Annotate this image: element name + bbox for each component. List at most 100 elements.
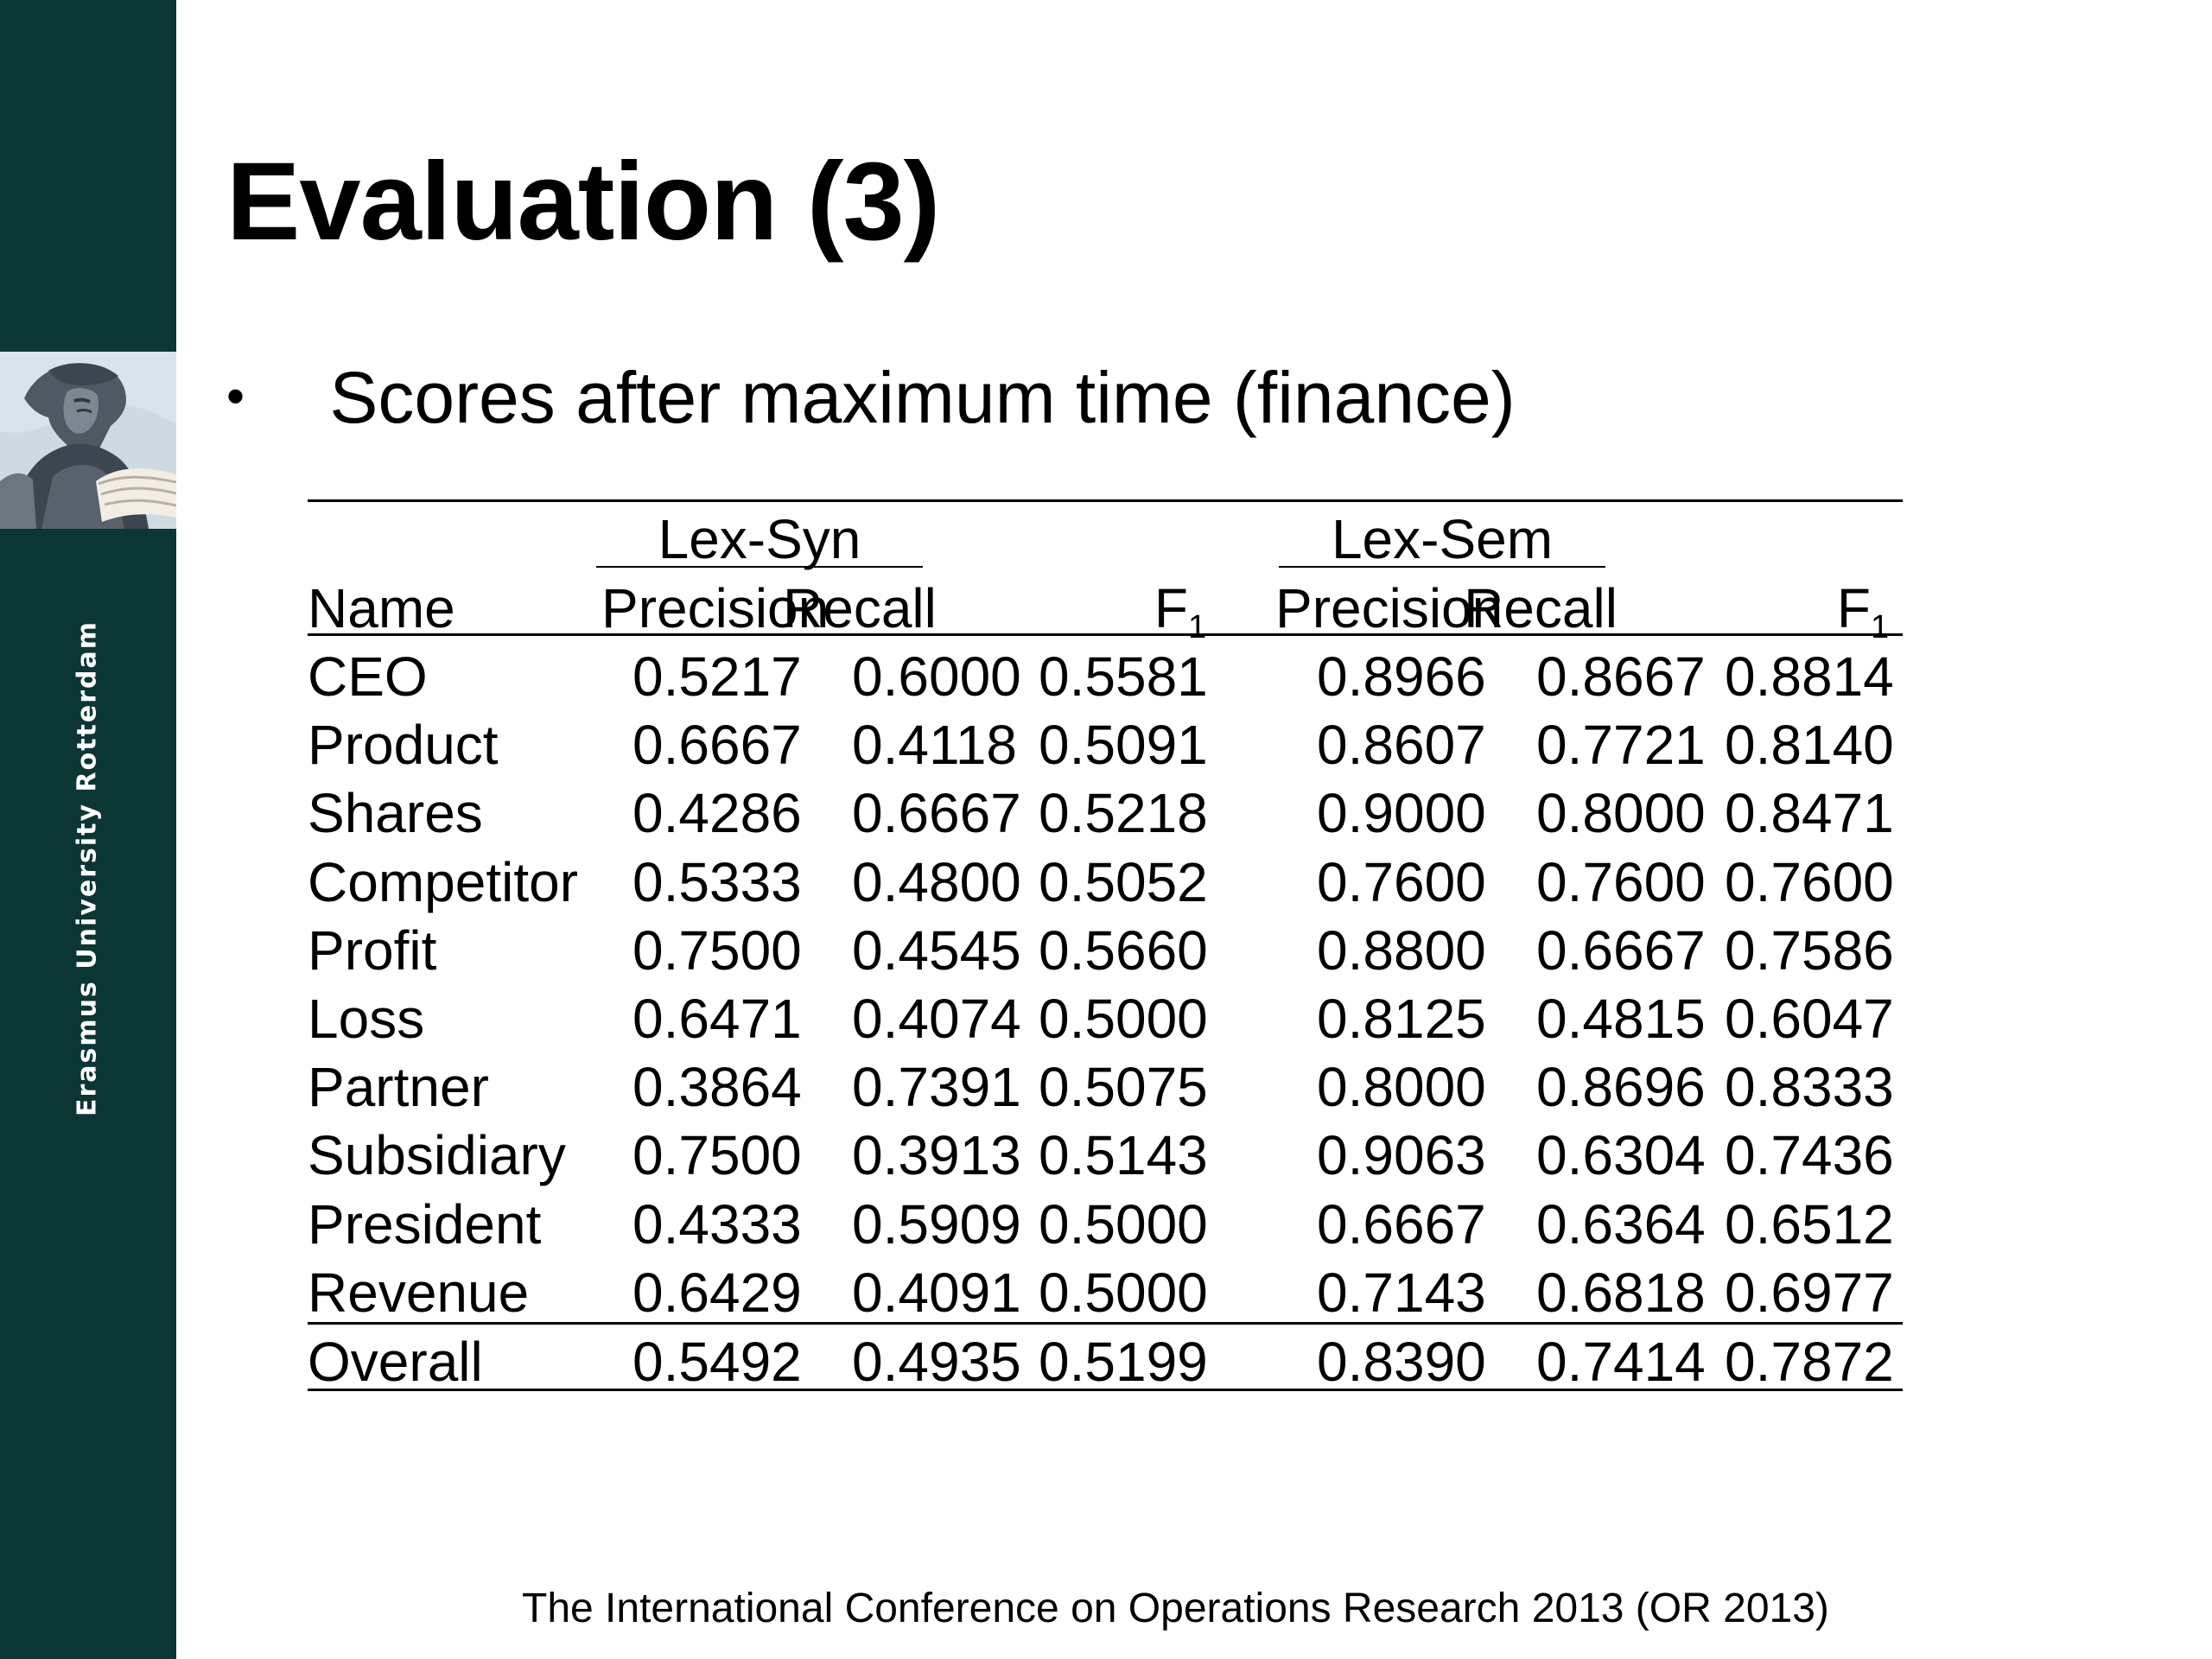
lex-sem-f1-header: F1 bbox=[1777, 574, 1949, 662]
table-cell: 0.7500 bbox=[632, 919, 802, 982]
table-cell: 0.6667 bbox=[632, 714, 802, 776]
row-name: Subsidiary bbox=[308, 1124, 566, 1186]
lex-syn-recall-header: Recall bbox=[783, 577, 937, 639]
overall-cell: 0.5199 bbox=[1039, 1331, 1208, 1393]
table-cell: 0.5000 bbox=[1039, 988, 1208, 1050]
table-cell: 0.6512 bbox=[1725, 1193, 1894, 1255]
lex-sem-recall-header: Recall bbox=[1464, 577, 1618, 639]
table-cell: 0.8667 bbox=[1536, 645, 1706, 708]
table-cell: 0.8607 bbox=[1317, 714, 1486, 776]
table-cell: 0.8800 bbox=[1317, 919, 1486, 982]
table-cell: 0.8966 bbox=[1317, 645, 1486, 708]
table-cell: 0.3913 bbox=[852, 1124, 1021, 1186]
row-name: Competitor bbox=[308, 851, 578, 913]
table-cell: 0.6667 bbox=[1317, 1193, 1486, 1255]
table-cell: 0.8696 bbox=[1536, 1056, 1706, 1118]
table-cell: 0.7436 bbox=[1725, 1124, 1894, 1186]
table-cell: 0.5000 bbox=[1039, 1193, 1208, 1255]
erasmus-portrait-illustration bbox=[0, 352, 176, 529]
lex-sem-precision-header: Precision bbox=[1275, 577, 1503, 639]
table-cell: 0.6429 bbox=[632, 1262, 802, 1324]
table-cell: 0.7721 bbox=[1536, 714, 1706, 776]
table-cell: 0.7143 bbox=[1317, 1262, 1486, 1324]
table-cell: 0.5333 bbox=[632, 851, 802, 913]
row-name: Profit bbox=[308, 919, 437, 982]
erasmus-portrait bbox=[0, 352, 176, 529]
lex-syn-group-header: Lex-Syn bbox=[658, 508, 861, 570]
f-subscript: 1 bbox=[1870, 609, 1890, 645]
conference-footer: The International Conference on Operatio… bbox=[522, 1586, 1829, 1631]
table-cell: 0.5052 bbox=[1039, 851, 1208, 913]
results-table: Lex-Syn Lex-Sem Name Precision Recall F1… bbox=[308, 499, 1925, 1404]
name-header: Name bbox=[308, 577, 455, 639]
table-cell: 0.5075 bbox=[1039, 1056, 1208, 1118]
institution-name: Erasmus University Rotterdam bbox=[72, 620, 103, 1116]
overall-cell: 0.5492 bbox=[632, 1331, 802, 1393]
table-cell: 0.7600 bbox=[1725, 851, 1894, 913]
table-cell: 0.6471 bbox=[632, 988, 802, 1050]
table-cell: 0.8000 bbox=[1536, 782, 1706, 844]
lex-sem-group-rule bbox=[1279, 566, 1605, 568]
table-cell: 0.7586 bbox=[1725, 919, 1894, 982]
table-bottom-rule bbox=[308, 1389, 1903, 1391]
table-cell: 0.5217 bbox=[632, 645, 802, 708]
header-bottom-rule bbox=[308, 633, 1903, 636]
table-cell: 0.6304 bbox=[1536, 1124, 1706, 1186]
table-cell: 0.5091 bbox=[1039, 714, 1208, 776]
row-name: CEO bbox=[308, 645, 428, 708]
table-cell: 0.4815 bbox=[1536, 988, 1706, 1050]
table-cell: 0.6818 bbox=[1536, 1262, 1706, 1324]
overall-cell: 0.4935 bbox=[852, 1331, 1021, 1393]
bullet-item: • Scores after maximum time (finance) bbox=[226, 361, 1516, 434]
table-cell: 0.6364 bbox=[1536, 1193, 1706, 1255]
row-name: Partner bbox=[308, 1056, 489, 1118]
table-cell: 0.6047 bbox=[1725, 988, 1894, 1050]
slide-title: Evaluation (3) bbox=[226, 140, 940, 264]
table-cell: 0.5909 bbox=[852, 1193, 1021, 1255]
table-cell: 0.6667 bbox=[1536, 919, 1706, 982]
row-name: President bbox=[308, 1193, 542, 1255]
lex-syn-group-rule bbox=[596, 566, 923, 568]
f-label: F bbox=[1154, 577, 1188, 639]
lex-sem-group-header: Lex-Sem bbox=[1331, 508, 1554, 570]
table-cell: 0.5218 bbox=[1039, 782, 1208, 844]
table-cell: 0.3864 bbox=[632, 1056, 802, 1118]
table-cell: 0.5660 bbox=[1039, 919, 1208, 982]
row-name: Loss bbox=[308, 988, 425, 1050]
table-cell: 0.4333 bbox=[632, 1193, 802, 1255]
table-cell: 0.8814 bbox=[1725, 645, 1894, 708]
overall-cell: 0.7872 bbox=[1725, 1331, 1894, 1393]
table-cell: 0.5581 bbox=[1039, 645, 1208, 708]
lex-syn-f1-header: F1 bbox=[1094, 574, 1267, 662]
table-cell: 0.8125 bbox=[1317, 988, 1486, 1050]
table-cell: 0.8140 bbox=[1725, 714, 1894, 776]
table-cell: 0.4545 bbox=[852, 919, 1021, 982]
table-cell: 0.4118 bbox=[852, 714, 1017, 776]
table-cell: 0.4091 bbox=[852, 1262, 1021, 1324]
table-cell: 0.5000 bbox=[1039, 1262, 1208, 1324]
table-cell: 0.7391 bbox=[852, 1056, 1021, 1118]
lex-syn-precision-header: Precision bbox=[601, 577, 830, 639]
row-name: Shares bbox=[308, 782, 483, 844]
row-name: Revenue bbox=[308, 1262, 530, 1324]
table-cell: 0.9000 bbox=[1317, 782, 1486, 844]
table-cell: 0.4800 bbox=[852, 851, 1021, 913]
overall-cell: 0.7414 bbox=[1536, 1331, 1706, 1393]
row-name: Product bbox=[308, 714, 499, 776]
table-cell: 0.9063 bbox=[1317, 1124, 1486, 1186]
table-cell: 0.4074 bbox=[852, 988, 1021, 1050]
overall-name: Overall bbox=[308, 1331, 483, 1393]
table-cell: 0.6977 bbox=[1725, 1262, 1894, 1324]
table-cell: 0.4286 bbox=[632, 782, 802, 844]
sidebar: Erasmus University Rotterdam bbox=[0, 0, 176, 1659]
table-cell: 0.6000 bbox=[852, 645, 1021, 708]
table-cell: 0.7600 bbox=[1317, 851, 1486, 913]
table-cell: 0.7600 bbox=[1536, 851, 1706, 913]
table-cell: 0.7500 bbox=[632, 1124, 802, 1186]
f-subscript: 1 bbox=[1187, 609, 1207, 645]
table-cell: 0.6667 bbox=[852, 782, 1021, 844]
table-cell: 0.8333 bbox=[1725, 1056, 1894, 1118]
table-cell: 0.8471 bbox=[1725, 782, 1894, 844]
table-cell: 0.5143 bbox=[1039, 1124, 1208, 1186]
f-label: F bbox=[1836, 577, 1871, 639]
